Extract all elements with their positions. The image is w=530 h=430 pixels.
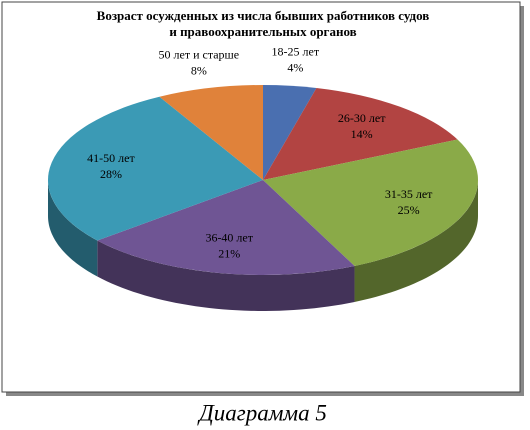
slice	[263, 139, 478, 266]
slice-value-label: 28%	[100, 167, 122, 181]
slice	[263, 85, 317, 180]
slice-value-label: 4%	[287, 61, 303, 75]
slice	[159, 85, 263, 180]
slice	[263, 87, 458, 180]
slice-label: 36-40 лет	[205, 231, 253, 245]
slice-side	[48, 180, 98, 277]
slice-label: 26-30 лет	[338, 111, 386, 125]
slice-value-label: 21%	[218, 247, 240, 261]
slice-value-label: 25%	[398, 203, 420, 217]
slice-label: 50 лет и старше	[159, 47, 240, 61]
slice	[47, 96, 263, 241]
slice-side	[97, 240, 355, 311]
slice-label: 18-25 лет	[272, 45, 320, 59]
slice	[97, 180, 355, 275]
caption: Диаграмма 5	[197, 400, 327, 425]
slice-label: 41-50 лет	[87, 151, 135, 165]
slice-label: 31-35 лет	[385, 187, 433, 201]
slice-value-label: 8%	[191, 63, 207, 77]
chart-title: и правоохранительных органов	[169, 24, 356, 39]
slice-side	[354, 180, 478, 302]
slice-value-label: 14%	[351, 127, 373, 141]
chart-title: Возраст осужденных из числа бывших работ…	[97, 8, 430, 23]
